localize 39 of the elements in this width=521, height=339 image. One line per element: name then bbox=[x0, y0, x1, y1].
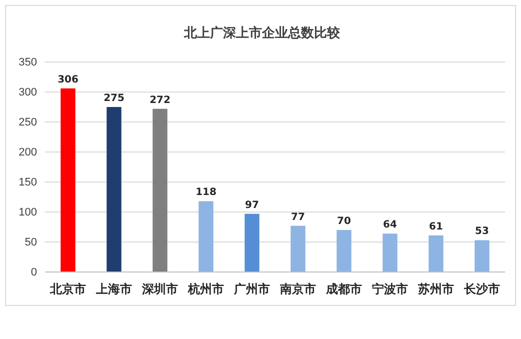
data-label: 77 bbox=[291, 212, 305, 223]
y-tick-label: 250 bbox=[18, 116, 37, 129]
data-label: 275 bbox=[104, 93, 124, 104]
x-tick-label: 上海市 bbox=[95, 282, 132, 296]
bar bbox=[382, 234, 398, 272]
y-tick-label: 350 bbox=[18, 56, 37, 69]
x-tick-label: 深圳市 bbox=[141, 282, 178, 296]
bar bbox=[428, 235, 444, 272]
x-tick-label: 成都市 bbox=[325, 282, 362, 296]
data-label: 272 bbox=[150, 94, 170, 106]
x-tick-label: 长沙市 bbox=[463, 282, 500, 296]
data-label: 97 bbox=[245, 200, 259, 211]
bar bbox=[198, 201, 214, 272]
bar bbox=[474, 240, 490, 272]
bar bbox=[106, 107, 122, 272]
y-tick-label: 200 bbox=[18, 146, 37, 159]
y-tick-label: 150 bbox=[18, 176, 37, 189]
bar bbox=[60, 88, 76, 272]
data-label: 53 bbox=[475, 226, 489, 238]
data-label: 64 bbox=[383, 220, 397, 231]
data-label: 306 bbox=[58, 74, 78, 86]
x-tick-label: 南京市 bbox=[279, 282, 316, 296]
x-tick-label: 北京市 bbox=[49, 282, 86, 296]
y-tick-label: 100 bbox=[18, 206, 37, 219]
y-tick-label: 300 bbox=[18, 86, 37, 99]
x-tick-label: 杭州市 bbox=[187, 282, 224, 296]
data-label: 118 bbox=[196, 187, 216, 198]
data-label: 61 bbox=[429, 221, 443, 232]
y-tick-label: 0 bbox=[30, 266, 37, 279]
bar bbox=[152, 108, 168, 272]
x-tick-label: 苏州市 bbox=[417, 282, 454, 296]
chart-title: 北上广深上市企业总数比较 bbox=[183, 25, 341, 41]
bar bbox=[244, 214, 260, 272]
bar bbox=[336, 230, 352, 272]
data-label: 70 bbox=[337, 216, 351, 227]
x-tick-label: 宁波市 bbox=[372, 282, 408, 296]
x-tick-label: 广州市 bbox=[233, 282, 270, 296]
y-tick-label: 50 bbox=[24, 236, 37, 249]
bar bbox=[290, 226, 306, 272]
